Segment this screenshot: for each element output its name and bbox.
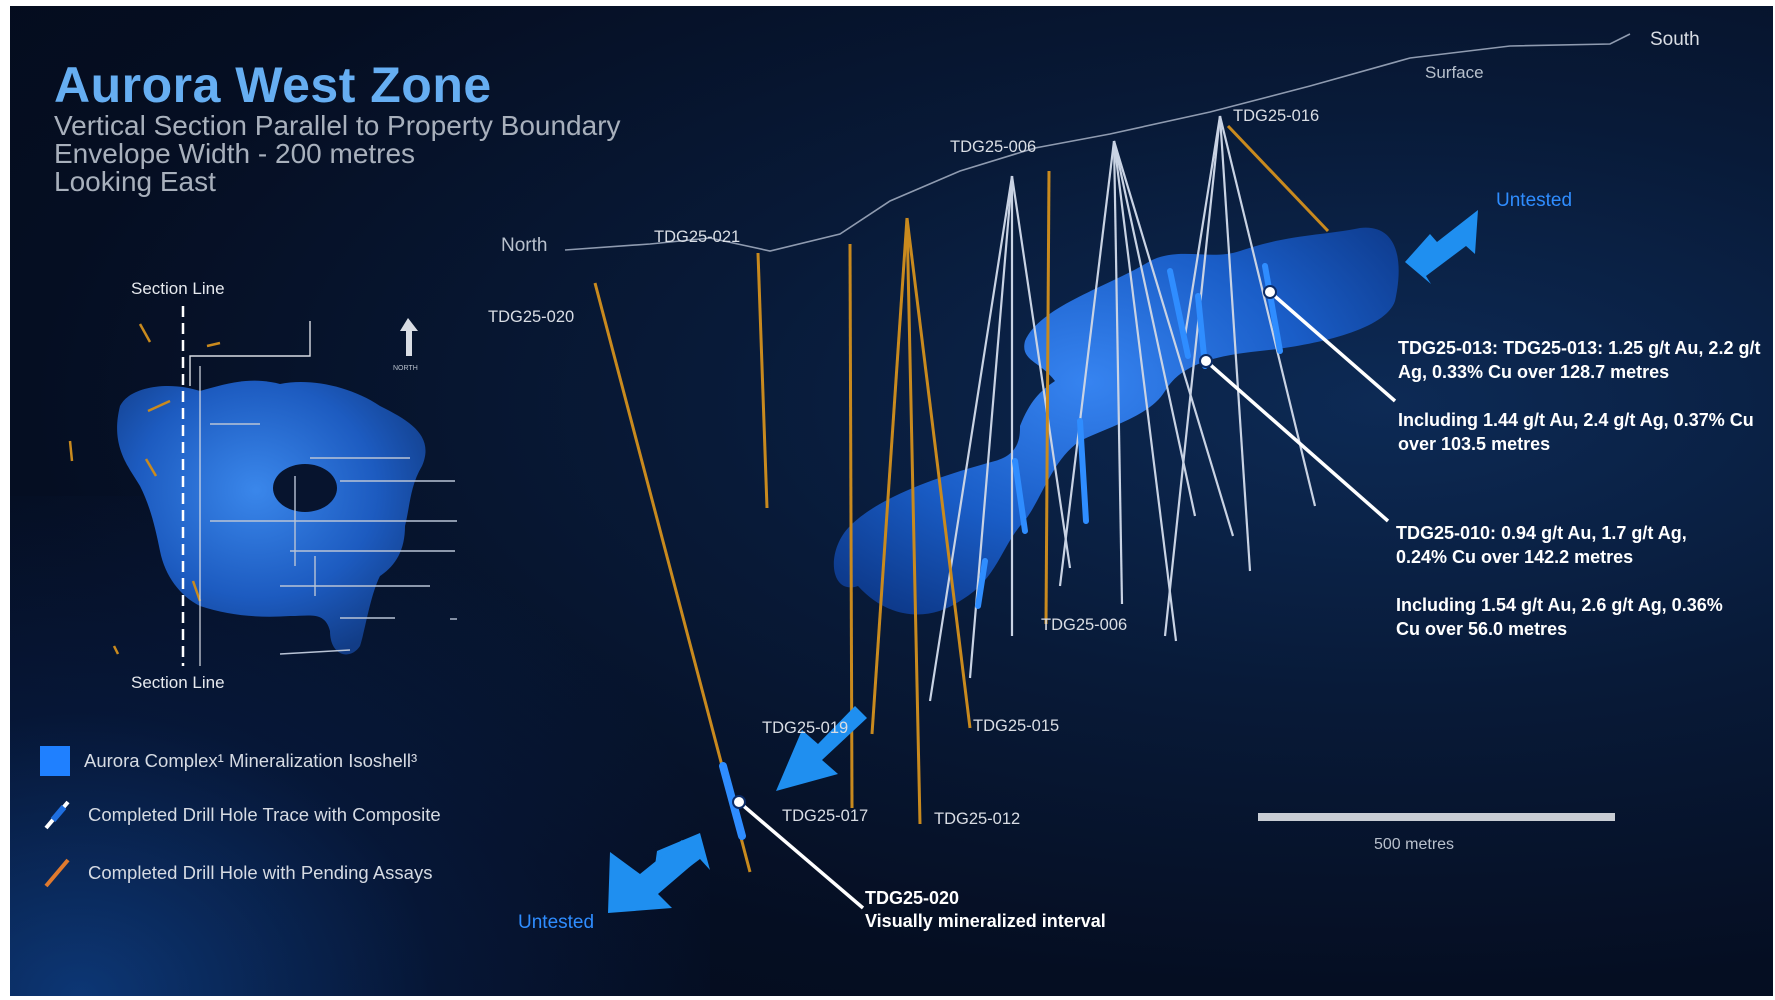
inset-pending-traces [68,323,221,655]
callout-dot-010 [1199,354,1213,368]
drill-trace-pending [756,252,769,509]
composite-interval [1012,458,1028,534]
composite-intervals [975,263,1283,609]
inset-hole [273,464,337,512]
tdg25-019-arrow [776,706,867,791]
label-north: North [501,235,547,256]
result-tdg25-020-title: TDG25-020 [865,888,960,908]
drill-trace [1183,115,1222,337]
composite-trace-glyph [44,800,70,830]
pending-trace-glyph [44,858,70,888]
subtitle-line-1: Vertical Section Parallel to Property Bo… [54,110,621,141]
drill-trace [1112,140,1178,642]
label-untested-bottom: Untested [518,912,594,933]
page-title: Aurora West Zone [54,57,492,113]
callout-dot-020 [732,795,746,809]
subtitle-line-3: Looking East [54,166,216,197]
result-tdg25-013-including: Including 1.44 g/t Au, 2.4 g/t Ag, 0.37%… [1398,410,1754,454]
label-tdg25-006-bottom: TDG25-006 [1041,616,1127,634]
result-tdg25-013: TDG25-013: TDG25-013: 1.25 g/t Au, 2.2 g… [1398,338,1761,382]
drill-trace-pending [870,217,909,735]
section-diagram: South Surface North TDG25-016 TDG25-006 … [68,29,1700,933]
diagram-canvas: South Surface North TDG25-016 TDG25-006 … [10,6,1773,996]
label-tdg25-015: TDG25-015 [973,717,1059,735]
inset-pending-trace [112,645,120,655]
inset-pending-trace [68,440,74,462]
composite-interval [1195,293,1208,369]
drill-trace-pending [905,217,922,825]
untested-arrow-bottom-head [608,840,700,913]
label-south: South [1650,29,1700,50]
inset-isoshell [117,380,426,655]
drill-trace [928,175,1014,702]
drill-trace-pending [905,217,972,729]
legend-item-composite: Completed Drill Hole Trace with Composit… [40,798,441,832]
mineralization-isoshell [833,227,1399,615]
inset-boundary [189,321,311,386]
result-tdg25-010-including: Including 1.54 g/t Au, 2.6 g/t Ag, 0.36%… [1396,595,1723,639]
callout-line-010 [1204,359,1390,523]
north-arrow-icon [400,318,418,356]
label-tdg25-021: TDG25-021 [654,228,740,246]
label-untested-top: Untested [1496,190,1572,211]
legend-label-composite: Completed Drill Hole Trace with Composit… [88,804,441,825]
label-tdg25-017: TDG25-017 [782,807,868,825]
label-tdg25-016: TDG25-016 [1233,107,1319,125]
subtitle-line-2: Envelope Width - 200 metres [54,138,416,169]
untested-arrow-top [1405,210,1478,284]
callout-line-013 [1268,290,1397,403]
legend-label-isoshell: Aurora Complex¹ Mineralization Isoshell³ [84,750,418,771]
surface-line [564,33,1631,252]
drill-trace-pending [1044,170,1051,625]
scale-label: 500 metres [1374,836,1454,853]
isoshell-swatch-icon [40,746,70,776]
label-tdg25-019: TDG25-019 [762,719,848,737]
callout-lines [737,290,1397,910]
legend-item-pending: Completed Drill Hole with Pending Assays [40,856,432,890]
inset-pending-trace [206,341,221,348]
inset-pending-trace [191,580,202,602]
inset-pending-trace [144,458,158,477]
composite-interval [1167,268,1191,359]
inset-section-line-bottom: Section Line [131,673,225,692]
composite-interval [1262,263,1283,354]
label-tdg25-006-top: TDG25-006 [950,138,1036,156]
inset-pending-trace [138,323,152,343]
drill-trace [1218,115,1252,572]
label-tdg25-020: TDG25-020 [488,308,574,326]
callout-dot-013 [1263,285,1277,299]
composite-interval [1077,418,1089,524]
callout-line-020 [737,800,865,910]
inset-trace [279,649,351,655]
drill-trace [1112,140,1124,605]
drill-trace [1058,140,1116,587]
inset-north-label: NORTH [393,365,418,372]
legend-label-pending: Completed Drill Hole with Pending Assays [88,862,433,883]
inset-traces [210,423,457,655]
drill-trace [1010,175,1072,569]
label-tdg25-012: TDG25-012 [934,810,1020,828]
inset-map: NORTH Section Line Section Line [68,279,457,692]
legend-item-isoshell: Aurora Complex¹ Mineralization Isoshell³ [40,746,417,776]
pending-trace-icon [40,856,74,890]
composite-interval [975,558,988,609]
label-surface: Surface [1425,63,1484,82]
result-tdg25-010: TDG25-010: 0.94 g/t Au, 1.7 g/t Ag, 0.24… [1396,523,1687,567]
inset-pending-trace [147,399,171,413]
inset-section-line-top: Section Line [131,279,225,298]
result-tdg25-020-desc: Visually mineralized interval [865,911,1106,931]
drill-trace-pending [1226,124,1330,233]
drill-trace [1112,140,1235,537]
drill-trace [1163,115,1222,637]
drill-trace [1112,140,1197,517]
scale-bar [1258,813,1615,821]
composite-trace-icon [40,798,74,832]
